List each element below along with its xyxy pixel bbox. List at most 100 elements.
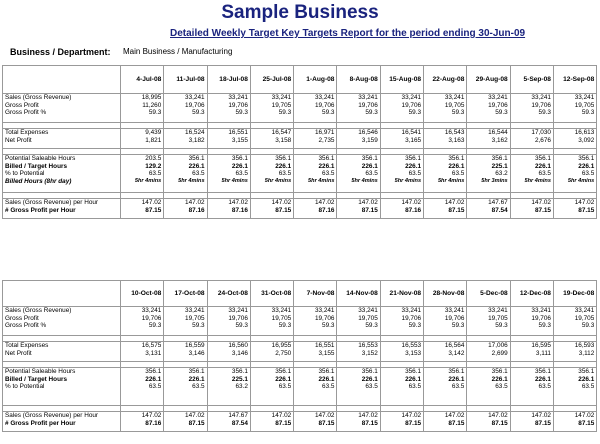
value: 226.1 — [534, 375, 551, 383]
value: 59.3 — [408, 109, 422, 117]
value: 33,241 — [444, 307, 465, 315]
row-label: Billed / Target Hours — [5, 375, 68, 383]
row-label: Net Profit — [5, 136, 32, 144]
value — [166, 391, 204, 399]
value-cell: 17,006 2,699 — [466, 341, 511, 362]
value: 16,971 — [314, 129, 335, 137]
revenue-section: Sales (Gross Revenue) Gross Profit Gross P… — [2, 306, 598, 336]
value: 19,706 — [531, 101, 551, 109]
expense-section: Total Expenses Net Profit 9,439 1,821 16,524… — [2, 128, 598, 149]
week-header: 29-Aug-08 — [466, 65, 511, 94]
value-cell: 33,241 19,706 59.3 — [163, 93, 208, 123]
value: 226.1 — [145, 375, 162, 383]
row-labels: Sales (Gross Revenue) per Hour # Gross Pr… — [2, 198, 121, 219]
value-cell: 33,241 19,706 59.3 — [509, 306, 554, 336]
value: 356.1 — [578, 155, 595, 163]
value: 19,706 — [358, 101, 378, 109]
week-header: 21-Nov-08 — [379, 280, 425, 307]
value-cell: 33,241 19,706 59.3 — [379, 306, 425, 336]
value: 203.5 — [145, 155, 162, 163]
value: 356.1 — [188, 368, 205, 376]
value: 33,241 — [185, 307, 205, 315]
value-cell: 16,560 3,146 — [206, 341, 251, 362]
value: 226.1 — [275, 375, 292, 383]
value-cell: 203.5 129.2 63.5 5hr 4mins — [119, 154, 165, 193]
value: 33,241 — [444, 94, 465, 102]
value: 87.15 — [578, 206, 595, 214]
value: 147.02 — [271, 199, 292, 207]
week-header: 12-Sep-08 — [552, 65, 598, 94]
value: 87.15 — [448, 419, 465, 427]
value: 356.1 — [534, 368, 551, 376]
value: 63.5 — [192, 170, 205, 178]
value: 356.1 — [318, 155, 335, 163]
value: 147.02 — [401, 199, 422, 207]
value: 147.67 — [488, 199, 508, 207]
value: 16,613 — [574, 129, 595, 137]
value: 5hr 4mins — [178, 177, 205, 184]
value: 19,706 — [141, 314, 162, 322]
value: 3,152 — [361, 349, 378, 357]
value-cell: 33,241 19,706 59.3 — [206, 93, 251, 123]
value: 19,706 — [228, 314, 248, 322]
value-cell: 356.1 226.1 63.5 — [163, 367, 208, 406]
value: 63.5 — [451, 383, 465, 391]
report-title: Sample Business — [221, 2, 379, 23]
value-cell: 33,241 19,705 59.3 — [249, 306, 295, 336]
value: 33,241 — [358, 94, 378, 102]
value: 226.1 — [361, 375, 378, 383]
value-cell: 33,241 19,706 59.3 — [466, 93, 511, 123]
value-cell: 147.02 87.16 — [119, 411, 165, 432]
value: 33,241 — [401, 94, 422, 102]
value: 59.3 — [148, 109, 162, 117]
value: 147.67 — [228, 412, 248, 420]
value: 3,159 — [361, 136, 378, 144]
value-cell: 147.02 87.15 — [293, 411, 338, 432]
value: 59.3 — [365, 322, 378, 330]
value-cell: 16,971 2,735 — [293, 128, 338, 149]
value-cell: 147.02 87.15 — [423, 198, 468, 219]
expense-section: Total Expenses Net Profit 16,575 3,131 16,55… — [2, 341, 598, 362]
value: 16,524 — [185, 129, 205, 137]
value: 16,553 — [358, 342, 378, 350]
value-cell: 147.67 87.54 — [206, 411, 251, 432]
value: 33,241 — [185, 94, 205, 102]
value: 59.3 — [451, 322, 465, 330]
value: 33,241 — [271, 307, 292, 315]
value-cell: 16,551 3,155 — [293, 341, 338, 362]
value: 63.2 — [235, 383, 248, 391]
value-cell: 356.1 226.1 63.5 — [249, 367, 295, 406]
value: 33,241 — [488, 94, 508, 102]
value: 226.1 — [405, 375, 422, 383]
week-header: 5-Dec-08 — [466, 280, 511, 307]
value-cell: 9,439 1,821 — [119, 128, 165, 149]
value: 87.16 — [231, 206, 248, 214]
value-cell: 356.1 226.1 63.5 5hr 4mins — [249, 154, 295, 193]
value: 356.1 — [188, 155, 205, 163]
value — [426, 391, 464, 399]
week-header: 8-Aug-08 — [336, 65, 381, 94]
value — [123, 391, 161, 399]
hours-section: Potential Saleable Hours Billed / Target … — [2, 367, 598, 406]
value: 226.1 — [318, 162, 335, 170]
value — [469, 391, 507, 399]
value-cell: 356.1 226.1 63.5 5hr 4mins — [552, 154, 598, 193]
value-cell: 33,241 19,706 59.3 — [423, 306, 468, 336]
value-cell: 33,241 19,706 59.3 — [206, 306, 251, 336]
value: 356.1 — [275, 155, 292, 163]
value: 59.3 — [538, 109, 551, 117]
value-cell: 147.02 87.15 — [119, 198, 165, 219]
revenue-section: Sales (Gross Revenue) Gross Profit Gross P… — [2, 93, 598, 123]
weekly-targets-table-1: 4-Jul-08 11-Jul-08 18-Jul-08 25-Jul-08 1-Aug… — [2, 65, 598, 219]
value-cell: 356.1 226.1 63.5 5hr 4mins — [379, 154, 425, 193]
value: 19,706 — [531, 314, 551, 322]
row-label: Sales (Gross Revenue) per Hour — [5, 412, 99, 420]
value: 356.1 — [275, 368, 292, 376]
value: 3,142 — [448, 349, 465, 357]
value-cell: 356.1 226.1 63.5 5hr 4mins — [163, 154, 208, 193]
value: 18,995 — [141, 94, 162, 102]
value-cell: 16,524 3,182 — [163, 128, 208, 149]
value: 16,955 — [271, 342, 292, 350]
value: 87.15 — [318, 419, 335, 427]
value: 87.15 — [491, 419, 508, 427]
